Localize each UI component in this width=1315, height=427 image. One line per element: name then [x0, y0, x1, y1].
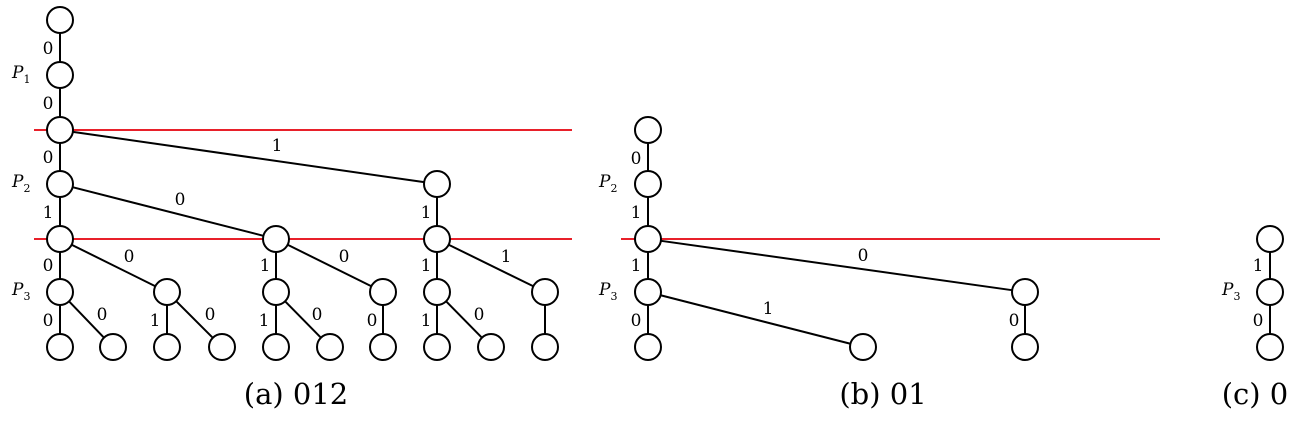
edge-label: 1: [150, 311, 161, 331]
player-label: P3: [11, 280, 30, 303]
player-label: P2: [598, 172, 617, 195]
tree-node: [262, 278, 290, 306]
tree-node: [46, 116, 74, 144]
player-label: P1: [11, 63, 30, 86]
edge-label: 0: [205, 305, 216, 325]
tree-node: [423, 333, 451, 361]
panel-caption: (b) 01: [839, 377, 926, 411]
tree-node: [477, 333, 505, 361]
edge-label: 1: [631, 256, 642, 276]
edge-label: 1: [272, 136, 283, 156]
panel-caption: (a) 012: [244, 377, 349, 411]
tree-edge: [660, 294, 851, 345]
edge-label: 0: [631, 311, 642, 331]
edge-label: 0: [858, 246, 869, 266]
edge-label: 1: [421, 256, 432, 276]
edge-label: 0: [124, 247, 135, 267]
edge-label: 0: [43, 94, 54, 114]
edge-label: 1: [631, 203, 642, 223]
tree-node: [153, 333, 181, 361]
edge-label: 0: [175, 190, 186, 210]
tree-node: [262, 333, 290, 361]
tree-node: [262, 225, 290, 253]
panel-a: 0 0 1 0 0 1 1 0 0 0 1 1 1 0 0 1 0 1 0 0 1 0 P1 P2 P3 (a) 012: [11, 6, 572, 411]
tree-node: [46, 278, 74, 306]
tree-node: [1011, 333, 1039, 361]
tree-node: [1256, 225, 1284, 253]
tree-node: [634, 278, 662, 306]
tree-node: [208, 333, 236, 361]
tree-node: [46, 333, 74, 361]
edge-label: 0: [43, 256, 54, 276]
edge-label: 0: [43, 311, 54, 331]
tree-node: [1011, 278, 1039, 306]
tree-node: [849, 333, 877, 361]
tree-edge: [284, 300, 322, 339]
tree-edge: [72, 130, 425, 184]
tree-node: [634, 116, 662, 144]
tree-node: [46, 170, 74, 198]
tree-node: [369, 278, 397, 306]
edge-label: 0: [1009, 311, 1020, 331]
tree-node: [1256, 333, 1284, 361]
edge-label: 0: [43, 148, 54, 168]
edge-label: 1: [259, 311, 270, 331]
tree-node: [46, 61, 74, 89]
edge-label: 0: [367, 311, 378, 331]
tree-edge: [68, 300, 105, 339]
tree-node: [423, 225, 451, 253]
tree-node: [634, 225, 662, 253]
edge-label: 1: [1253, 256, 1264, 276]
edge-label: 0: [97, 305, 108, 325]
tree-edge: [660, 239, 1013, 292]
tree-node: [153, 278, 181, 306]
tree-node: [46, 6, 74, 34]
player-label: P2: [11, 172, 30, 195]
edge-label: 1: [260, 256, 271, 276]
tree-node: [1256, 278, 1284, 306]
edge-label: 1: [421, 203, 432, 223]
tree-edge: [445, 300, 483, 339]
edge-label: 1: [763, 299, 774, 319]
tree-node: [423, 278, 451, 306]
tree-node: [634, 170, 662, 198]
player-label: P3: [598, 280, 617, 303]
edge-label: 1: [421, 311, 432, 331]
edge-label: 0: [631, 149, 642, 169]
tree-node: [316, 333, 344, 361]
edge-label: 1: [43, 203, 54, 223]
edge-label: 0: [1253, 311, 1264, 331]
panel-caption: (c) 0: [1222, 377, 1289, 411]
tree-edge: [287, 243, 372, 288]
tree-node: [99, 333, 127, 361]
tree-node: [46, 225, 74, 253]
tree-node: [369, 333, 397, 361]
edge-label: 0: [474, 305, 485, 325]
tree-node: [531, 333, 559, 361]
edge-label: 0: [43, 39, 54, 59]
player-label: P3: [1221, 280, 1240, 303]
tree-node: [423, 170, 451, 198]
panel-c: 1 0 P3 (c) 0: [1221, 225, 1289, 411]
tree-edge: [72, 186, 264, 237]
tree-edge: [71, 243, 156, 288]
tree-node: [531, 278, 559, 306]
edge-label: 0: [339, 247, 350, 267]
tree-node: [634, 333, 662, 361]
tree-edge: [175, 300, 214, 339]
tree-edge: [448, 243, 534, 288]
edge-label: 1: [501, 247, 512, 267]
panel-b: 0 1 0 1 1 0 0 P2 P3 (b) 01: [598, 116, 1160, 411]
edge-label: 0: [312, 305, 323, 325]
